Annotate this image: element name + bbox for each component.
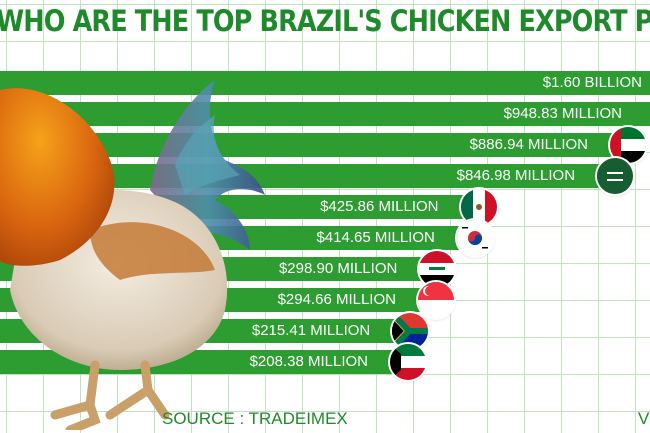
south-korea-flag-icon	[456, 220, 493, 256]
bar-value-label: $215.41 MILLION	[251, 322, 371, 339]
kuwait-flag-icon	[390, 344, 426, 380]
bar-value-label: $298.90 MILLION	[278, 260, 398, 277]
bar-1: $1.60 BILLION	[0, 71, 650, 95]
singapore-flag-icon	[417, 282, 454, 318]
rooster-illustration	[0, 80, 265, 430]
watermark-text: V	[638, 409, 650, 428]
bar-value-label: $1.60 BILLION	[542, 74, 642, 91]
mexico-flag-icon	[460, 189, 497, 225]
bar-value-label: $948.83 MILLION	[503, 105, 622, 122]
bar-10: $208.38 MILLION	[0, 350, 410, 374]
saudi-arabia-flag-icon	[597, 158, 634, 194]
bar-value-label: $886.94 MILLION	[469, 136, 588, 153]
chart-title: WHO ARE THE TOP BRAZIL'S CHICKEN EXPORT …	[0, 4, 650, 38]
bar-value-label: $425.86 MILLION	[320, 198, 439, 215]
bar-2: $948.83 MILLION	[0, 102, 650, 126]
bar-value-label: $294.66 MILLION	[277, 291, 396, 308]
source-label: SOURCE : TRADEIMEX	[162, 409, 348, 428]
bar-value-label: $846.98 MILLION	[456, 167, 576, 184]
bar-value-label: $414.65 MILLION	[316, 229, 435, 246]
bar-value-label: $208.38 MILLION	[249, 353, 368, 370]
